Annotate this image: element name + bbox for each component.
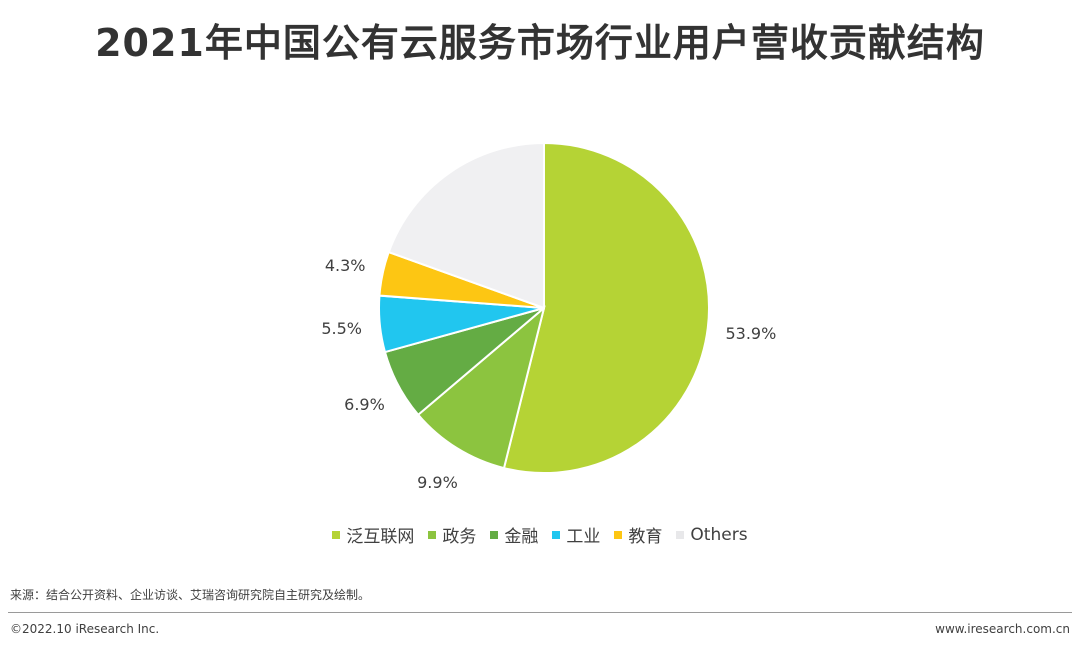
data-label-0: 53.9% xyxy=(725,324,776,343)
legend-item-3: 工业 xyxy=(552,522,600,547)
pie-slice-0 xyxy=(502,141,710,474)
legend-label: Others xyxy=(690,524,748,545)
pie-slice-1 xyxy=(416,305,546,470)
source-note: 来源：结合公开资料、企业访谈、艾瑞咨询研究院自主研究及绘制。 xyxy=(10,588,371,602)
legend-label: 教育 xyxy=(628,527,663,547)
pie-slice-5 xyxy=(387,141,545,310)
data-label-4: 4.3% xyxy=(325,256,366,275)
data-label-2: 6.9% xyxy=(344,395,385,414)
chart-legend: 泛互联网 政务 金融 工业 教育 Others xyxy=(0,522,1080,547)
legend-item-4: 教育 xyxy=(614,522,662,547)
legend-item-1: 政务 xyxy=(428,522,476,547)
legend-swatch xyxy=(428,530,437,539)
legend-label: 金融 xyxy=(504,527,539,547)
data-label-3: 5.5% xyxy=(321,319,362,338)
footer-divider xyxy=(8,612,1072,613)
legend-swatch xyxy=(332,530,341,539)
legend-label: 工业 xyxy=(566,527,601,547)
data-label-1: 9.9% xyxy=(417,473,458,492)
legend-swatch xyxy=(490,530,499,539)
website-link: www.iresearch.com.cn xyxy=(935,622,1070,636)
copyright-text: ©2022.10 iResearch Inc. xyxy=(10,622,160,636)
legend-item-0: 泛互联网 xyxy=(332,522,414,547)
legend-label: 政务 xyxy=(442,527,477,547)
legend-label: 泛互联网 xyxy=(346,527,415,547)
legend-swatch xyxy=(552,530,561,539)
chart-title: 2021年中国公有云服务市场行业用户营收贡献结构 xyxy=(95,21,985,65)
legend-item-5: Others xyxy=(676,522,748,547)
legend-item-2: 金融 xyxy=(490,522,538,547)
legend-swatch xyxy=(614,530,623,539)
legend-swatch xyxy=(676,530,685,539)
